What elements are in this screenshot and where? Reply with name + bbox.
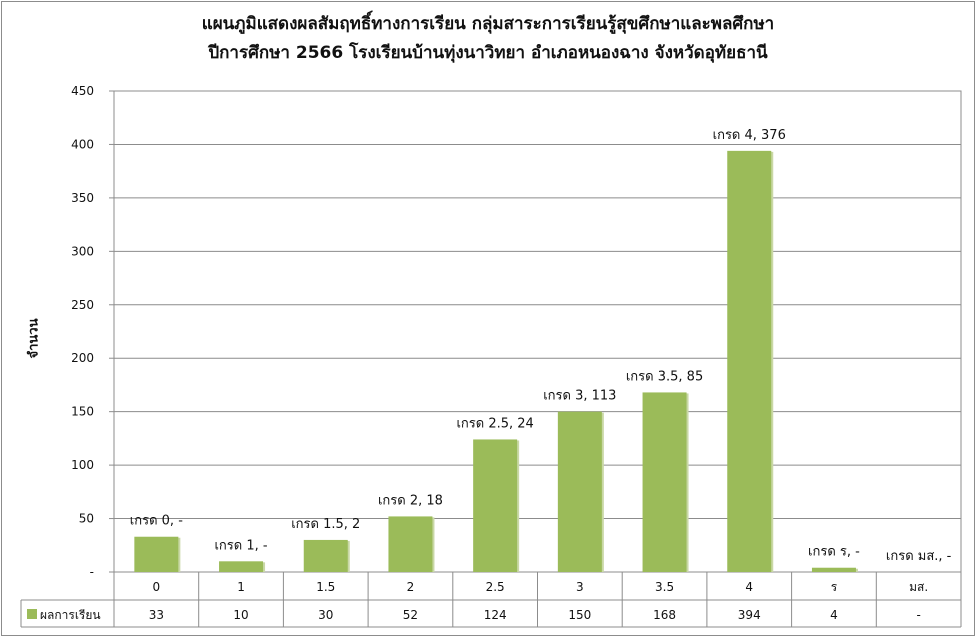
bar	[473, 439, 518, 572]
y-tick-label: 150	[71, 405, 94, 419]
legend-label: ผลการเรียน	[40, 608, 101, 622]
bar	[219, 561, 264, 572]
x-tick-label: 2	[407, 580, 415, 594]
table-value: 150	[568, 608, 591, 622]
y-tick-label: 50	[79, 512, 94, 526]
x-tick-label: 1	[237, 580, 245, 594]
legend-swatch	[27, 609, 37, 619]
data-label: เกรด 3, 113	[543, 389, 616, 404]
table-value: 394	[738, 608, 761, 622]
bar	[727, 150, 772, 572]
bar	[557, 411, 602, 572]
chart-title-block: แผนภูมิแสดงผลสัมฤทธิ์ทางการเรียน กลุ่มสา…	[0, 10, 976, 68]
data-label: เกรด 2, 18	[378, 493, 443, 508]
y-tick-label: 100	[71, 458, 94, 472]
data-label: เกรด ร, -	[808, 545, 860, 560]
x-tick-label: มส.	[909, 580, 928, 594]
bar	[811, 567, 856, 572]
table-value: 30	[318, 608, 333, 622]
y-tick-label: 200	[71, 351, 94, 365]
data-label: เกรด 3.5, 85	[626, 369, 703, 384]
bar	[303, 539, 348, 572]
y-tick-label: -	[90, 565, 94, 579]
chart-title: แผนภูมิแสดงผลสัมฤทธิ์ทางการเรียน กลุ่มสา…	[201, 14, 775, 34]
x-tick-label: 2.5	[486, 580, 505, 594]
data-label: เกรด มส., -	[886, 549, 952, 564]
x-tick-label: 3	[576, 580, 584, 594]
data-label: เกรด 1.5, 2	[291, 517, 360, 532]
x-tick-label: 1.5	[316, 580, 335, 594]
data-label: เกรด 0, -	[130, 514, 183, 529]
data-label: เกรด 4, 376	[713, 128, 786, 143]
table-value: 10	[233, 608, 248, 622]
table-value: -	[916, 608, 920, 622]
x-tick-label: 4	[745, 580, 753, 594]
bar	[134, 536, 179, 572]
y-tick-label: 350	[71, 191, 94, 205]
y-tick-label: 450	[71, 84, 94, 98]
table-value: 124	[484, 608, 507, 622]
table-value: 168	[653, 608, 676, 622]
y-tick-label: 400	[71, 137, 94, 151]
y-tick-label: 300	[71, 244, 94, 258]
table-value: 4	[830, 608, 838, 622]
chart-subtitle: ปีการศึกษา 2566 โรงเรียนบ้านทุ่งนาวิทยา …	[208, 43, 768, 63]
x-tick-label: ร	[831, 580, 838, 594]
bar	[642, 392, 687, 572]
bar	[388, 516, 433, 572]
table-value: 52	[403, 608, 418, 622]
data-label: เกรด 1, -	[214, 538, 267, 553]
x-tick-label: 3.5	[655, 580, 674, 594]
y-tick-label: 250	[71, 298, 94, 312]
x-tick-label: 0	[153, 580, 161, 594]
data-label: เกรด 2.5, 24	[456, 416, 533, 431]
table-value: 33	[149, 608, 164, 622]
plot-area	[113, 90, 962, 573]
